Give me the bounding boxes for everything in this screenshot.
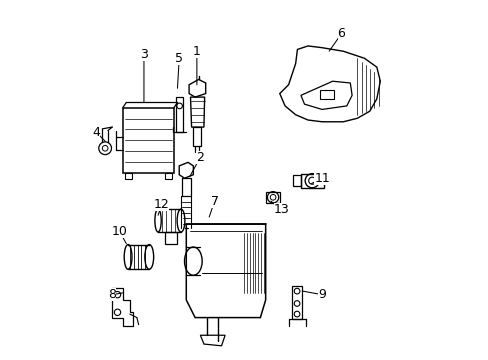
Text: 1: 1 bbox=[193, 45, 201, 58]
Bar bbox=[300, 174, 323, 188]
Bar bbox=[175, 97, 183, 132]
Text: 4: 4 bbox=[92, 126, 100, 139]
Bar bbox=[122, 108, 174, 173]
Text: 12: 12 bbox=[153, 198, 169, 211]
Bar bbox=[165, 173, 172, 179]
Bar bbox=[291, 286, 302, 319]
Circle shape bbox=[102, 145, 108, 151]
Bar bbox=[266, 192, 279, 203]
Bar bbox=[182, 178, 190, 196]
Bar bbox=[165, 232, 177, 243]
Text: 11: 11 bbox=[314, 172, 329, 185]
Text: 10: 10 bbox=[111, 225, 127, 238]
Bar bbox=[124, 173, 131, 179]
Text: 3: 3 bbox=[140, 48, 147, 61]
Bar bbox=[192, 127, 201, 147]
Text: 6: 6 bbox=[337, 27, 345, 40]
Text: 9: 9 bbox=[318, 288, 325, 301]
Bar bbox=[292, 175, 300, 186]
Bar bbox=[320, 90, 334, 99]
Text: 13: 13 bbox=[273, 203, 289, 216]
Text: 2: 2 bbox=[196, 150, 204, 163]
Text: 8: 8 bbox=[108, 288, 116, 301]
Text: 7: 7 bbox=[210, 195, 218, 208]
Text: 5: 5 bbox=[175, 52, 183, 65]
